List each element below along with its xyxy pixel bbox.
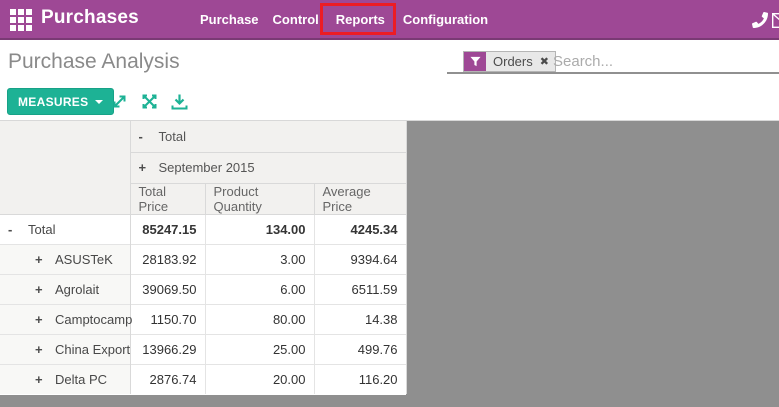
expand-all-icon[interactable] xyxy=(141,93,158,110)
pivot-row-label: Delta PC xyxy=(55,371,108,387)
flip-axis-icon[interactable] xyxy=(111,93,128,110)
pivot-col-group-header[interactable]: + September 2015 xyxy=(129,152,407,184)
pivot-value-cell: 20.00 xyxy=(204,363,314,394)
nav-item-control[interactable]: Control xyxy=(272,11,319,27)
pivot-value-cell: 4245.34 xyxy=(313,214,407,244)
pivot-row: + Camptocamp 1150.70 80.00 14.38 xyxy=(0,303,407,334)
pivot-value-cell: 14.38 xyxy=(313,303,407,334)
measures-button[interactable]: MEASURES xyxy=(7,88,115,115)
pivot-row-label: Camptocamp xyxy=(55,311,133,327)
control-panel: Purchase Analysis Orders ✖ MEASURES xyxy=(0,40,779,121)
pivot-value-cell: 1150.70 xyxy=(129,303,205,334)
expand-icon: + xyxy=(35,281,43,297)
expand-icon: + xyxy=(35,311,43,327)
expand-icon: + xyxy=(35,341,43,357)
pivot-measure-header[interactable]: Total Price xyxy=(129,183,206,215)
app-title[interactable]: Purchases xyxy=(41,7,139,28)
filter-funnel-icon xyxy=(464,52,486,71)
nav-item-reports[interactable]: Reports xyxy=(335,11,385,27)
pivot-row: + ASUSTeK 28183.92 3.00 9394.64 xyxy=(0,243,407,274)
nav-item-purchase[interactable]: Purchase xyxy=(200,11,259,27)
pivot-value-cell: 85247.15 xyxy=(129,214,205,244)
pivot-row-header[interactable]: + ASUSTeK xyxy=(0,243,131,274)
pivot-col-root-header[interactable]: - Total xyxy=(129,121,407,153)
pivot-value-cell: 25.00 xyxy=(204,333,314,364)
measures-button-label: MEASURES xyxy=(18,94,89,109)
pivot-row-label: China Export xyxy=(55,341,131,357)
pivot-col-group-row: + September 2015 xyxy=(0,152,407,184)
pivot-col-group-label: September 2015 xyxy=(158,160,255,175)
pivot-measure-header[interactable]: Average Price xyxy=(313,183,407,215)
search-facet-orders[interactable]: Orders ✖ xyxy=(463,51,556,72)
apps-grid-icon[interactable] xyxy=(10,9,32,31)
page-title: Purchase Analysis xyxy=(8,50,180,73)
pivot-value-cell: 80.00 xyxy=(204,303,314,334)
pivot-row-header[interactable]: + Delta PC xyxy=(0,363,131,394)
pivot-corner-cell xyxy=(0,121,131,215)
pivot-col-root-row: - Total xyxy=(0,121,407,215)
pivot-value-cell: 6.00 xyxy=(204,273,314,304)
pivot-row-header[interactable]: - Total xyxy=(0,214,131,244)
pivot-col-root-label: Total xyxy=(158,128,186,144)
pivot-table: - Total + September 2015 Total Price Produc… xyxy=(0,121,407,394)
pivot-row: + China Export 13966.29 25.00 499.76 xyxy=(0,333,407,364)
pivot-row-header[interactable]: + Agrolait xyxy=(0,273,131,304)
collapse-icon: - xyxy=(8,221,13,237)
pivot-value-cell: 13966.29 xyxy=(129,333,205,364)
facet-remove-icon[interactable]: ✖ xyxy=(539,55,549,68)
pivot-value-cell: 28183.92 xyxy=(129,243,205,274)
pivot-value-cell: 134.00 xyxy=(204,214,314,244)
collapse-icon: - xyxy=(138,128,143,144)
pivot-row: - Total 85247.15 134.00 4245.34 xyxy=(0,214,407,244)
pivot-value-cell: 2876.74 xyxy=(129,363,205,394)
nav-item-configuration[interactable]: Configuration xyxy=(402,11,489,27)
pivot-value-cell: 39069.50 xyxy=(129,273,205,304)
chevron-down-icon xyxy=(95,99,104,104)
top-navbar: Purchases Purchase Control Reports Configur… xyxy=(0,0,779,40)
search-input[interactable] xyxy=(553,49,763,73)
download-icon[interactable] xyxy=(171,93,188,110)
pivot-value-cell: 6511.59 xyxy=(313,273,407,304)
pivot-body: - Total 85247.15 134.00 4245.34 + ASUSTeK 28183… xyxy=(0,214,407,394)
pivot-row: + Delta PC 2876.74 20.00 116.20 xyxy=(0,363,407,394)
envelope-icon[interactable] xyxy=(772,13,779,28)
pivot-row-label: Total xyxy=(28,221,56,237)
pivot-row-header[interactable]: + Camptocamp xyxy=(0,303,133,334)
pivot-row-label: ASUSTeK xyxy=(55,251,113,267)
pivot-value-cell: 3.00 xyxy=(204,243,314,274)
pivot-row-label: Agrolait xyxy=(55,281,100,297)
nav-menu: Purchase Control Reports Configuration xyxy=(200,0,488,38)
pivot-measure-header[interactable]: Product Quantity xyxy=(204,183,315,215)
pivot-row: + Agrolait 39069.50 6.00 6511.59 xyxy=(0,273,407,304)
pivot-sheet: - Total + September 2015 Total Price Produc… xyxy=(0,121,407,395)
facet-label: Orders xyxy=(493,54,533,69)
phone-icon[interactable] xyxy=(752,12,768,28)
pivot-value-cell: 116.20 xyxy=(313,363,407,394)
search-underline xyxy=(447,72,779,74)
pivot-value-cell: 9394.64 xyxy=(313,243,407,274)
expand-icon: + xyxy=(138,160,147,175)
expand-icon: + xyxy=(35,371,43,387)
pivot-row-header[interactable]: + China Export xyxy=(0,333,131,364)
expand-icon: + xyxy=(35,251,43,267)
pivot-measure-row: Total Price Product Quantity Average Price xyxy=(0,183,407,215)
pivot-value-cell: 499.76 xyxy=(313,333,407,364)
